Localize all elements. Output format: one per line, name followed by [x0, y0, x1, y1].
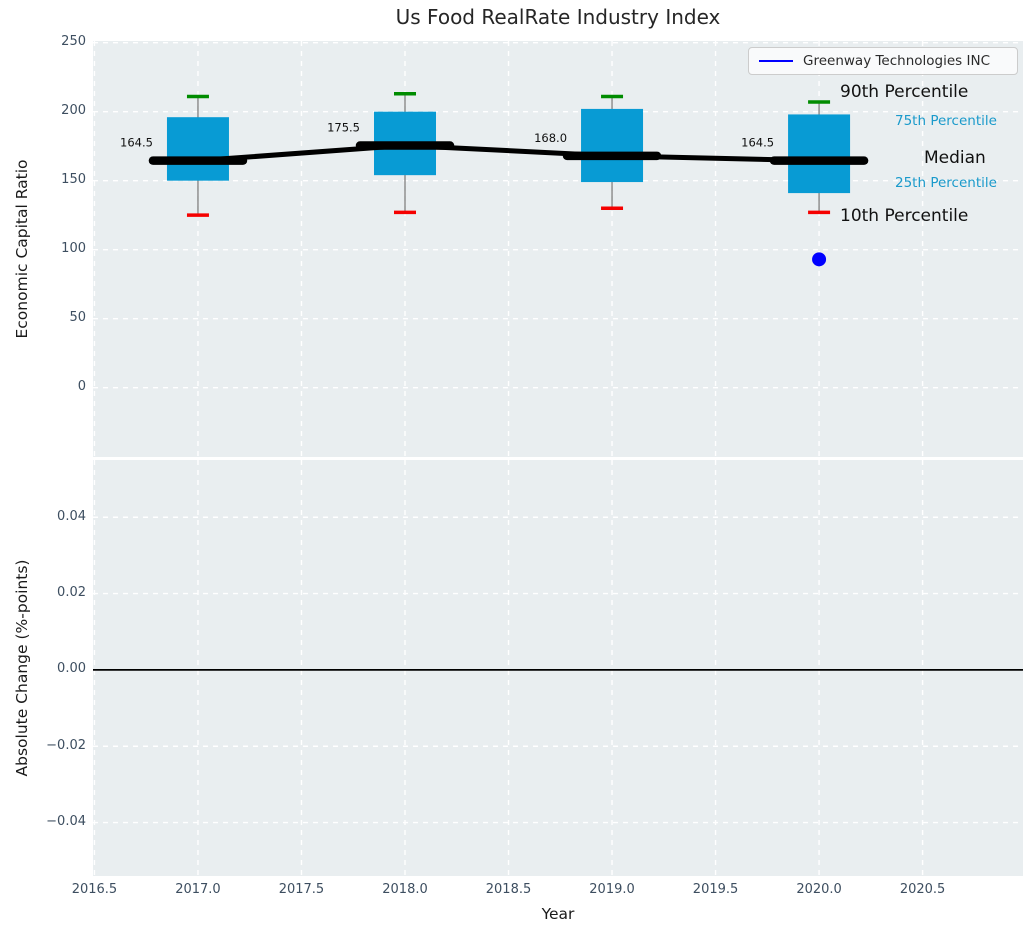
x-tick-label: 2020.0	[777, 882, 861, 897]
figure: 164.5 175.5 168.0 164.5 Us Food RealRate In…	[0, 0, 1034, 942]
x-tick-label: 2019.5	[674, 882, 758, 897]
x-tick-label: 2018.5	[467, 882, 551, 897]
bottom-y-tick-label: −0.04	[0, 814, 86, 829]
median-value-label: 168.0	[534, 131, 567, 145]
bottom-y-tick-label: 0.00	[0, 661, 86, 676]
legend: Greenway Technologies INC	[748, 47, 1018, 75]
top-y-tick-label: 0	[0, 379, 86, 394]
median-value-label: 175.5	[327, 120, 360, 134]
top-y-tick-label: 50	[0, 310, 86, 325]
x-tick-label: 2017.0	[156, 882, 240, 897]
top-y-tick-label: 150	[0, 172, 86, 187]
x-tick-label: 2017.5	[259, 882, 343, 897]
iqr-box-2017	[167, 117, 229, 180]
legend-label: Greenway Technologies INC	[803, 53, 990, 69]
annotation-25th-percentile: 25th Percentile	[895, 175, 997, 191]
boxplot-canvas: 164.5 175.5 168.0 164.5	[93, 41, 1023, 457]
legend-line-swatch	[759, 60, 793, 62]
median-trend-line	[198, 145, 819, 160]
iqr-box-2019	[581, 109, 643, 182]
bottom-y-tick-label: 0.04	[0, 509, 86, 524]
median-value-label: 164.5	[120, 136, 153, 150]
company-data-point	[812, 252, 826, 266]
median-value-label: 164.5	[741, 136, 774, 150]
top-y-tick-label: 250	[0, 34, 86, 49]
top-y-tick-label: 200	[0, 103, 86, 118]
annotation-median: Median	[924, 148, 986, 168]
annotation-10th-percentile: 10th Percentile	[840, 206, 968, 226]
x-tick-label: 2016.5	[52, 882, 136, 897]
x-axis-label: Year	[93, 905, 1023, 923]
top-y-tick-label: 100	[0, 241, 86, 256]
bottom-y-tick-label: −0.02	[0, 738, 86, 753]
x-tick-label: 2020.5	[881, 882, 965, 897]
iqr-box-2020	[788, 114, 850, 193]
bottom-y-tick-label: 0.02	[0, 585, 86, 600]
annotation-90th-percentile: 90th Percentile	[840, 82, 968, 102]
x-tick-label: 2019.0	[570, 882, 654, 897]
chart-title: Us Food RealRate Industry Index	[93, 5, 1023, 29]
top-plot-area: 164.5 175.5 168.0 164.5	[93, 41, 1023, 457]
x-tick-label: 2018.0	[363, 882, 447, 897]
annotation-75th-percentile: 75th Percentile	[895, 113, 997, 129]
bottom-plot-area	[93, 460, 1023, 876]
change-canvas	[93, 460, 1023, 876]
